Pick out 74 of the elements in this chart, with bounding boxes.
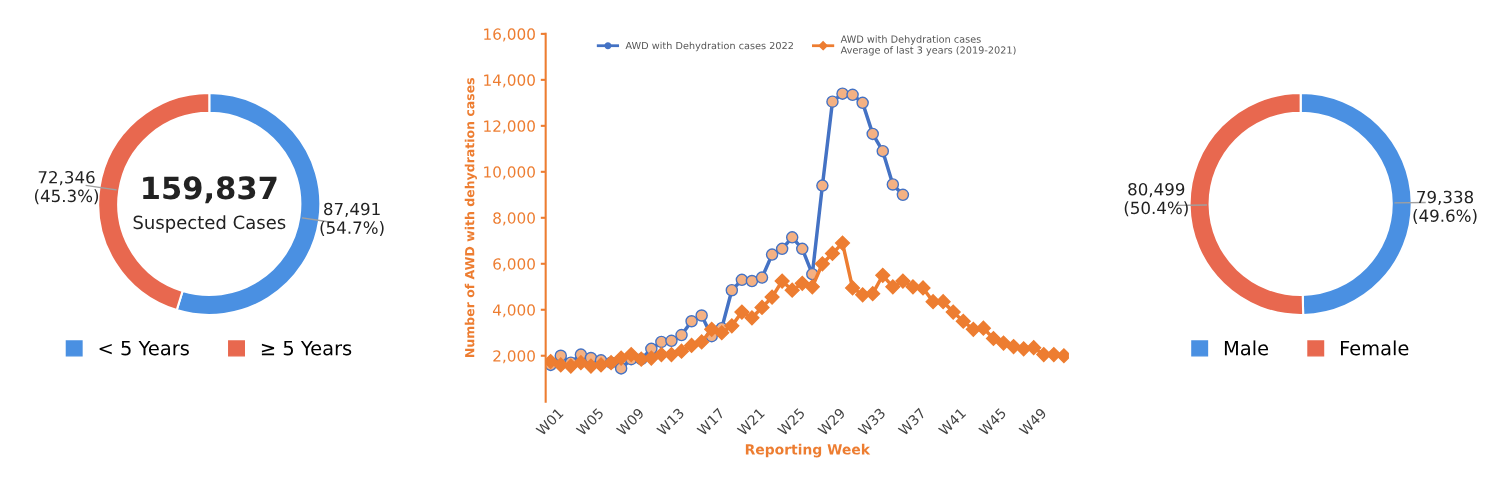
point xyxy=(694,334,710,350)
point xyxy=(834,235,851,251)
point xyxy=(745,274,759,288)
point xyxy=(875,267,891,283)
point xyxy=(623,347,639,363)
point xyxy=(915,280,931,296)
y-tick-label: 14,000 xyxy=(484,74,535,88)
text: Suspected Cases xyxy=(133,215,286,233)
y-tick-label: 6,000 xyxy=(493,258,535,272)
data-label: 87,491 (54.7%) xyxy=(320,202,384,236)
point xyxy=(744,310,760,326)
x-axis-title: Reporting Week xyxy=(745,443,871,458)
point xyxy=(774,273,790,289)
point xyxy=(725,283,739,297)
point xyxy=(613,350,629,366)
point xyxy=(836,87,849,100)
point xyxy=(765,248,779,261)
point xyxy=(563,358,579,374)
point xyxy=(755,271,769,284)
point xyxy=(814,256,830,272)
point xyxy=(734,304,750,320)
point xyxy=(895,273,911,289)
point xyxy=(865,286,881,302)
y-tick-label: 16,000 xyxy=(484,28,535,42)
point xyxy=(886,178,900,191)
text: 159,837 xyxy=(143,176,277,204)
point xyxy=(665,334,678,348)
point xyxy=(695,309,708,322)
point xyxy=(796,242,809,256)
point xyxy=(704,321,720,337)
point xyxy=(655,335,668,349)
legend-label: Female xyxy=(1340,340,1409,356)
point xyxy=(995,335,1012,351)
point xyxy=(846,88,859,102)
point xyxy=(824,245,841,262)
point xyxy=(675,328,688,342)
point xyxy=(866,127,879,141)
point xyxy=(856,96,869,110)
legend-label: AWD with Dehydration cases Average of last 3 years (2019-2021) xyxy=(840,35,1016,56)
y-tick-label: 4,000 xyxy=(492,304,535,318)
point xyxy=(775,242,789,256)
legend-label: AWD with Dehydration cases 2022 xyxy=(625,41,793,52)
point xyxy=(845,280,861,296)
legend-label: Male xyxy=(1224,340,1269,356)
data-label: 79,338 (49.6%) xyxy=(1413,190,1477,224)
point xyxy=(714,325,730,341)
point xyxy=(643,350,659,366)
y-axis-title: Number of AWD with dehydration cases xyxy=(464,78,477,358)
point xyxy=(785,231,799,244)
point xyxy=(804,279,820,295)
point xyxy=(685,315,698,328)
data-label: 80,499 (50.4%) xyxy=(1124,182,1188,217)
legend-label: < 5 Years xyxy=(99,341,189,356)
point xyxy=(724,318,740,334)
point xyxy=(826,95,839,108)
legend-label: ≥ 5 Years xyxy=(261,341,352,356)
point xyxy=(794,275,810,291)
point xyxy=(754,299,770,316)
y-tick-label: 2,000 xyxy=(493,350,535,364)
point xyxy=(573,355,589,371)
point xyxy=(945,304,961,320)
point xyxy=(1026,340,1042,356)
point xyxy=(673,343,690,359)
point xyxy=(896,188,910,202)
data-label: 72,346 (45.3%) xyxy=(34,170,99,205)
point xyxy=(885,279,901,295)
y-tick-label: 12,000 xyxy=(484,120,535,134)
point xyxy=(876,144,890,158)
y-tick-label: 8,000 xyxy=(493,212,535,226)
point xyxy=(816,179,829,192)
point xyxy=(784,282,800,298)
point xyxy=(955,313,971,329)
y-tick-label: 10,000 xyxy=(484,166,535,180)
point xyxy=(764,289,780,305)
